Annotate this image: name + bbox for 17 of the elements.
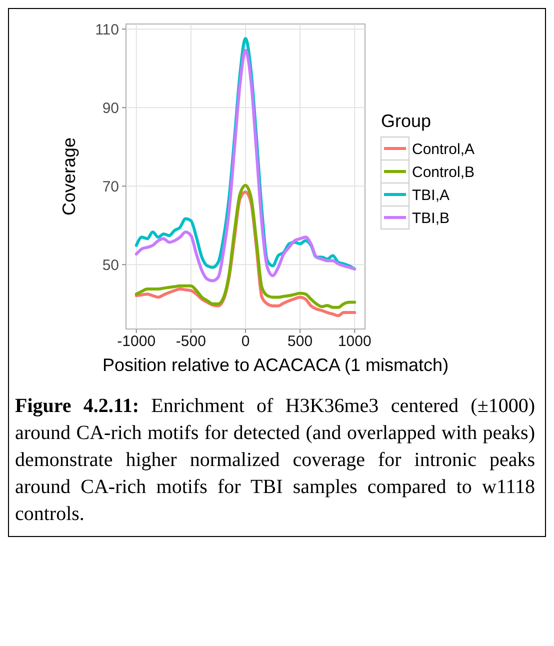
legend-label: TBI,A: [412, 186, 450, 204]
y-tick-label: 110: [95, 21, 119, 38]
legend-label: Control,A: [412, 140, 475, 158]
caption: Figure 4.2.11: Enrichment of H3K36me3 centered (±1000) around CA-rich motifs for detected (and overlapped with peaks) demonstrate higher normalized coverage for intronic peaks around CA-rich motifs for TBI samples compared to w1118 controls.: [14, 394, 536, 527]
x-tick-label: -500: [176, 333, 206, 350]
y-tick-label: 50: [102, 256, 119, 274]
legend-label: Control,B: [412, 164, 475, 181]
y-tick-label: 70: [102, 178, 119, 196]
legend-title: Group: [381, 111, 432, 131]
x-tick-label: 500: [288, 333, 313, 350]
y-axis-title: Coverage: [59, 137, 79, 216]
x-tick-label: 0: [241, 333, 250, 350]
x-tick-label: -1000: [117, 333, 156, 350]
x-tick-label: 1000: [338, 333, 372, 350]
x-axis-title: Position relative to ACACACA (1 mismatch): [102, 355, 449, 375]
y-tick-label: 90: [102, 100, 119, 117]
legend-label: TBI,B: [412, 210, 450, 227]
